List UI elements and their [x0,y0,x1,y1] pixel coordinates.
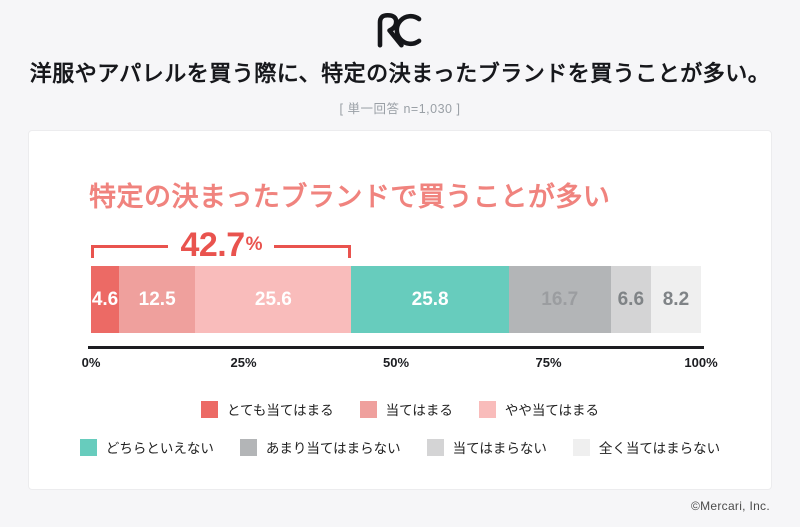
header: 洋服やアパレルを買う際に、特定の決まったブランドを買うことが多い。 [ 単一回答… [0,0,800,117]
chart-title: 特定の決まったブランドで買うことが多い [89,182,611,212]
x-axis-tick-3: 75% [535,355,562,370]
legend-label: 当てはまる [385,403,453,418]
legend-label: とても当てはまる [226,403,334,418]
bar-segment-value: 16.7 [541,288,579,310]
legend-row-1: どちらといえない あまり当てはまらない 当てはまらない 全く当てはまらない [29,437,771,457]
bracket-left-line [91,245,169,258]
bar-segment-value: 25.8 [411,288,449,310]
legend-item: どちらといえない [79,437,214,457]
bar-segment-value: 4.6 [91,288,119,310]
x-axis: 0% 25% 50% 75% 100% [82,355,718,373]
legend-label: 当てはまらない [452,441,547,456]
x-axis-line [88,346,704,349]
legend-item: 当てはまらない [426,437,547,457]
legend-item: 全く当てはまらない [572,437,721,457]
bar-segment-3: 25.8 [351,266,509,333]
bar-segment-6: 8.2 [650,266,701,333]
legend-swatch-icon [478,400,496,418]
legend-swatch-icon [426,438,444,456]
highlight-number: 42.7 [180,225,245,264]
bracket-right-line [274,245,352,258]
legend-row-0: とても当てはまる 当てはまる やや当てはまる [29,399,771,419]
highlight-value: 42.7% [168,225,274,264]
legend-label: あまり当てはまらない [265,441,401,456]
bar-segment-4: 16.7 [508,266,611,333]
x-axis-tick-1: 25% [230,355,257,370]
legend-swatch-icon [79,438,97,456]
legend-swatch-icon [239,438,257,456]
legend-swatch-icon [572,438,590,456]
legend-swatch-icon [359,400,377,418]
legend-item: あまり当てはまらない [239,437,401,457]
legend-label: 全く当てはまらない [598,441,721,456]
x-axis-tick-2: 50% [382,355,410,370]
bar-segment-0: 4.6 [91,266,120,333]
bar-segment-value: 8.2 [662,288,690,310]
highlight-percent-sign: % [245,234,263,255]
legend-swatch-icon [200,400,218,418]
legend: とても当てはまる 当てはまる やや当てはまるどちらといえない あまり当てはまらない 当て… [29,399,771,475]
legend-label: やや当てはまる [504,403,600,418]
highlight-bracket: 42.7% [91,225,352,264]
rc-logo-icon [0,10,800,50]
bar-segment-1: 12.5 [119,266,196,333]
legend-item: とても当てはまる [200,399,334,419]
x-axis-tick-4: 100% [684,355,718,370]
legend-item: やや当てはまる [478,399,600,419]
bar-segment-value: 25.6 [254,288,292,310]
legend-label: どちらといえない [105,441,214,456]
copyright: ©Mercari, Inc. [690,499,770,513]
x-axis-tick-0: 0% [81,355,101,370]
bar-segment-5: 6.6 [610,266,651,333]
bar-segment-value: 6.6 [617,288,645,310]
bar-segment-value: 12.5 [138,288,176,310]
survey-note: [ 単一回答 n=1,030 ] [339,102,461,116]
bar-segment-2: 25.6 [195,266,352,333]
stacked-bar: 4.6 12.5 25.6 25.8 16.7 6.6 8.2 [91,266,701,333]
page-title: 洋服やアパレルを買う際に、特定の決まったブランドを買うことが多い。 [29,61,771,86]
chart-card: 特定の決まったブランドで買うことが多い 42.7% 4.6 12.5 25.6 25.… [28,130,772,490]
legend-item: 当てはまる [359,399,453,419]
